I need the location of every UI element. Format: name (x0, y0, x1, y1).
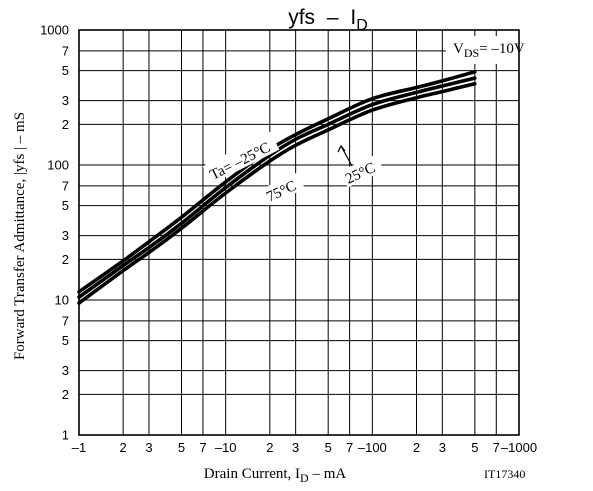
x-tick-label: 2 (120, 440, 127, 455)
x-tick-label: –100 (358, 440, 387, 455)
series-line-1 (77, 70, 477, 294)
curves (77, 70, 477, 305)
x-tick-label: 5 (178, 440, 185, 455)
x-tick-label: –1 (72, 440, 86, 455)
y-tick-label: 2 (62, 252, 69, 267)
y-tick-label: 10 (55, 293, 69, 308)
x-tick-label: –1000 (501, 440, 537, 455)
x-tick-label: 3 (439, 440, 446, 455)
x-tick-label: 2 (413, 440, 420, 455)
y-axis-label: Forward Transfer Admittance, |yfs | – mS (12, 112, 28, 360)
y-tick-label: 3 (62, 228, 69, 243)
x-tick-label: 5 (471, 440, 478, 455)
y-tick-label: 1000 (40, 23, 69, 38)
x-tick-label: –10 (215, 440, 237, 455)
x-tick-label: 3 (292, 440, 299, 455)
y-tick-label: 7 (62, 178, 69, 193)
label-25c-arrowhead (337, 144, 346, 153)
y-tick-label: 7 (62, 43, 69, 58)
x-tick-label: 7 (199, 440, 206, 455)
plot-frame (78, 29, 520, 436)
series-line-3 (77, 81, 477, 305)
y-tick-label: 2 (62, 117, 69, 132)
y-tick-label: 3 (62, 363, 69, 378)
condition-label: VDS= –10V (453, 41, 525, 60)
x-tick-label: 2 (266, 440, 273, 455)
x-tick-label: 7 (493, 440, 500, 455)
chart-title: yfs – ID (288, 6, 368, 34)
y-tick-label: 2 (62, 387, 69, 402)
y-tick-label: 5 (62, 198, 69, 213)
x-tick-label: 7 (346, 440, 353, 455)
series-line-2 (77, 76, 477, 299)
y-tick-label: 3 (62, 93, 69, 108)
y-tick-label: 100 (47, 158, 69, 173)
grid (79, 30, 519, 435)
y-tick-label: 7 (62, 313, 69, 328)
y-tick-label: 5 (62, 333, 69, 348)
figure-code: IT17340 (484, 467, 525, 481)
condition-box (446, 36, 518, 64)
x-tick-labels: –1 2 3 5 7 –10 2 3 5 7 –100 2 3 5 7 –1000 (72, 440, 537, 455)
y-tick-labels: 1 2 3 5 7 10 2 3 5 7 100 2 3 5 7 1000 (40, 23, 69, 443)
x-tick-label: 3 (145, 440, 152, 455)
y-tick-label: 5 (62, 63, 69, 78)
label-25c-leader (340, 145, 353, 167)
series-annotations: Ta= –25°C 75°C 25°C (202, 131, 384, 206)
x-axis-label: Drain Current, ID – mA (204, 466, 347, 485)
y-tick-label: 1 (62, 428, 69, 443)
x-tick-label: 5 (325, 440, 332, 455)
